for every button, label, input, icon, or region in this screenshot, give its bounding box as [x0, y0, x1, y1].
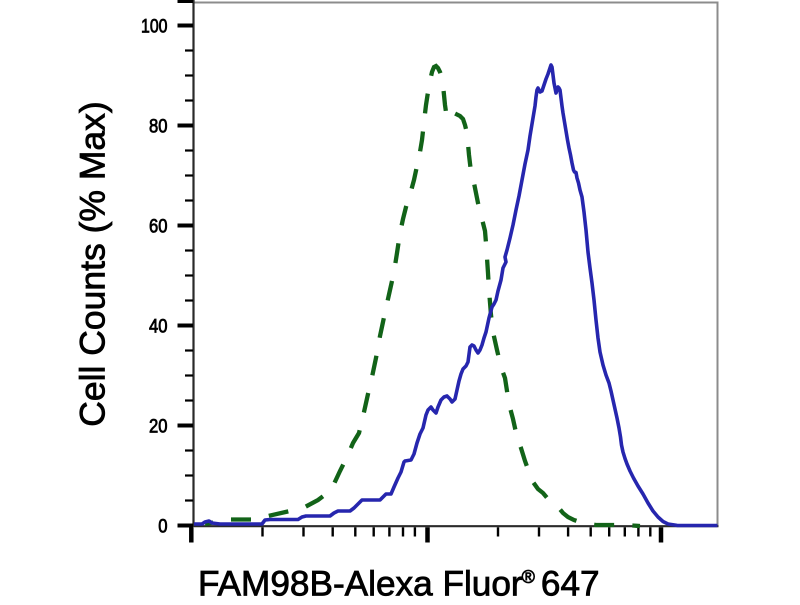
svg-text:60: 60 — [149, 216, 168, 238]
svg-text:Cell Counts (% Max): Cell Counts (% Max) — [73, 101, 113, 427]
svg-text:20: 20 — [149, 416, 168, 438]
svg-text:40: 40 — [149, 316, 168, 338]
svg-text:0: 0 — [158, 516, 167, 538]
svg-text:80: 80 — [149, 116, 168, 138]
svg-text:100: 100 — [141, 16, 168, 38]
svg-text:FAM98B-Alexa Fluor®647: FAM98B-Alexa Fluor® 647 — [198, 565, 600, 601]
